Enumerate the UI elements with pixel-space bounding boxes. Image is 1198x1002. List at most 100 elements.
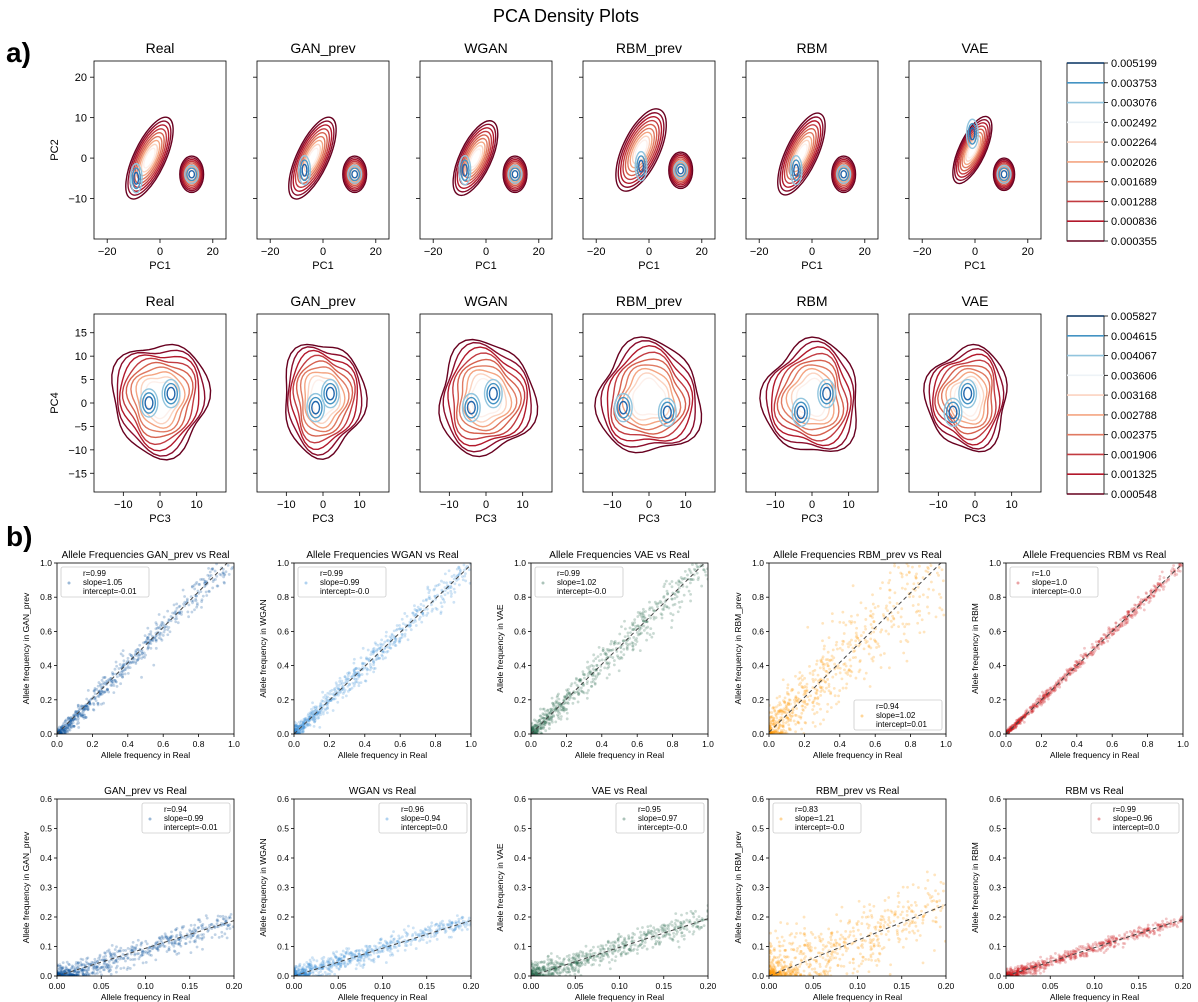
- scatter-point: [98, 953, 102, 957]
- x-tick-label: 0: [809, 246, 815, 258]
- scatter-point: [539, 714, 543, 718]
- scatter-point: [923, 536, 926, 539]
- scatter-point: [652, 615, 656, 619]
- scatter-point: [873, 606, 877, 610]
- scatter-point: [1043, 693, 1047, 697]
- scatter-point: [138, 653, 142, 657]
- x-axis-label: PC3: [638, 513, 659, 525]
- scatter-point: [449, 586, 453, 589]
- scatter-point: [100, 702, 103, 706]
- x-tick-label: 0.6: [631, 739, 643, 749]
- scatter-point: [67, 728, 71, 732]
- contour-level: [619, 116, 663, 184]
- x-tick-label: 0.4: [359, 739, 371, 749]
- scatter-point: [1052, 685, 1056, 688]
- scatter-point: [301, 725, 305, 729]
- scatter-point: [357, 671, 361, 674]
- scatter-point: [886, 617, 890, 620]
- scatter-point: [623, 619, 626, 623]
- scatter-point: [357, 674, 361, 678]
- scatter-point: [841, 639, 845, 643]
- scatter-point: [357, 675, 361, 679]
- scatter-point: [567, 687, 570, 691]
- scatter-point: [851, 584, 855, 588]
- scatter-point: [849, 669, 852, 673]
- scatter-point: [194, 939, 197, 942]
- contour-level: [786, 127, 817, 181]
- scatter-point: [419, 607, 423, 611]
- scatter-point: [96, 701, 100, 705]
- scatter-point: [1023, 715, 1027, 718]
- scatter-point: [65, 960, 69, 964]
- scatter-point: [1130, 608, 1134, 612]
- scatter-point: [1047, 688, 1051, 692]
- scatter-point: [937, 566, 941, 569]
- scatter-point: [117, 667, 121, 670]
- scatter-point: [223, 581, 226, 585]
- scatter-point: [142, 641, 145, 645]
- scatter-point: [779, 730, 783, 734]
- scatter-point: [92, 701, 95, 705]
- scatter-point: [86, 707, 90, 710]
- scatter-point: [58, 732, 62, 734]
- scatter-point: [92, 708, 96, 712]
- scatter-point: [646, 625, 650, 629]
- scatter-point: [199, 590, 203, 594]
- scatter-point: [211, 586, 215, 590]
- scatter-point: [311, 709, 315, 713]
- scatter-point: [785, 703, 789, 707]
- colorbar-label: 0.001325: [1111, 469, 1157, 481]
- scatter-point: [900, 607, 904, 611]
- scatter-point: [618, 657, 622, 661]
- scatter-title: Allele Frequencies VAE vs Real: [549, 550, 689, 561]
- scatter-point: [1007, 728, 1010, 732]
- scatter-point: [69, 967, 73, 971]
- scatter-point: [854, 655, 857, 659]
- scatter-point: [101, 676, 105, 680]
- scatter-point: [297, 732, 301, 734]
- scatter-point: [388, 643, 391, 647]
- y-tick-label: 0.2: [989, 695, 1001, 705]
- scatter-point: [324, 697, 328, 701]
- scatter-point: [386, 649, 390, 653]
- contour-peak: [819, 382, 834, 405]
- contour-level: [779, 116, 824, 192]
- scatter-point: [542, 717, 546, 720]
- scatter-point: [1068, 672, 1072, 676]
- scatter-point: [63, 730, 67, 734]
- scatter-point: [111, 678, 115, 682]
- scatter-point: [361, 662, 365, 666]
- scatter-point: [59, 725, 63, 729]
- scatter-point: [411, 611, 415, 615]
- scatter-point: [97, 695, 101, 698]
- scatter-point: [326, 706, 329, 710]
- scatter-point: [1129, 613, 1133, 617]
- y-tick-label: −10: [68, 445, 87, 457]
- scatter-point: [1156, 581, 1160, 585]
- scatter-point: [533, 723, 537, 727]
- scatter-point: [66, 726, 70, 730]
- scatter-point: [640, 615, 643, 618]
- scatter-point: [850, 620, 854, 624]
- scatter-point: [801, 704, 805, 708]
- scatter-point: [1018, 717, 1022, 721]
- scatter-point: [1009, 729, 1012, 733]
- scatter-point: [98, 692, 102, 696]
- scatter-point: [360, 661, 364, 665]
- scatter-point: [343, 681, 347, 685]
- scatter-point: [799, 715, 803, 719]
- scatter-point: [790, 711, 794, 715]
- scatter-point: [107, 690, 111, 694]
- scatter-point: [843, 662, 847, 666]
- scatter-point: [628, 642, 632, 646]
- scatter-point: [119, 967, 123, 970]
- scatter-point: [777, 724, 781, 728]
- scatter-point: [1099, 642, 1103, 646]
- scatter-point: [409, 628, 413, 632]
- scatter-point: [687, 589, 691, 593]
- scatter-point: [294, 724, 298, 728]
- scatter-point: [106, 679, 109, 683]
- scatter-point: [902, 632, 906, 636]
- x-tick-label: 0.2: [323, 739, 335, 749]
- scatter-point: [378, 646, 382, 650]
